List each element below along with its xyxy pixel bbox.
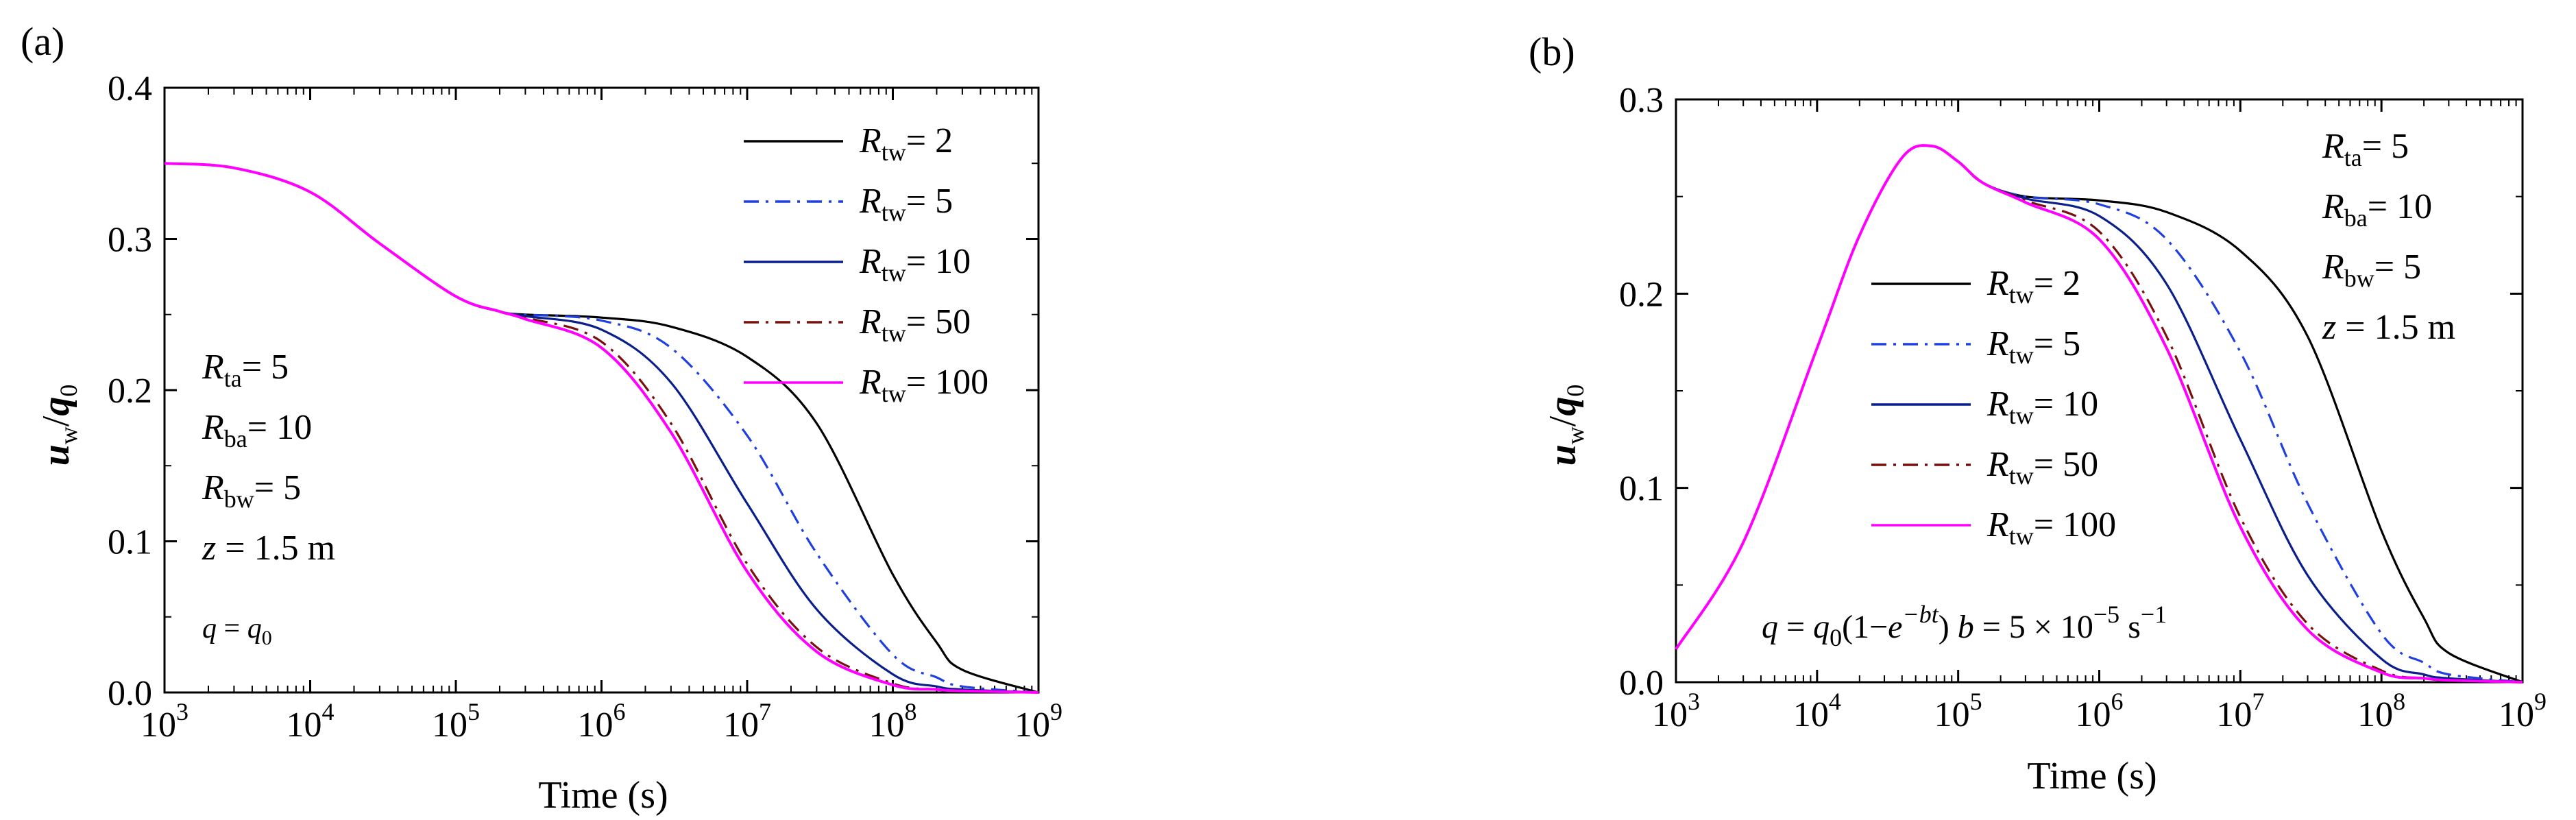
panel-b-xtick-label: 103 [1652,688,1700,734]
panel-b-xtick-label: 105 [1934,688,1982,734]
panel-a-plot: 103 104 105 106 107 108 109 0.0 0.1 0.2 0.3 0.4 [108,69,1062,745]
panel-b-plot: 103 104 105 106 107 108 109 0.0 0.1 0.2 0.3 [1619,81,2547,734]
panel-a-ytick-label: 0.2 [108,372,152,411]
panel-b-xtick-label: 107 [2216,688,2264,734]
panel-a-legend-label-4: Rtw= 50 [859,302,971,347]
panel-a-series-line-2 [164,162,1039,694]
panel-b-ytick-label: 0.2 [1619,275,1664,314]
panel-a-param-rta: Rta= 5 [202,348,289,392]
panel-b-xtick-label: 109 [2499,688,2547,734]
panel-b-ylabel-w: w [1562,426,1589,444]
panel-a-xtick-label: 103 [141,698,189,745]
panel-a-ylabel-q-sub: 0 [55,385,82,397]
panel-b-ylabel-q: q [1542,397,1584,416]
panel-b-legend-label-1: Rtw= 2 [1986,264,2080,309]
panel-b-legend-label-5: Rtw= 100 [1986,505,2116,550]
panel-b-param-rba: Rba= 10 [2322,187,2432,232]
panel-b-xtick-label: 108 [2357,688,2405,734]
panel-a-ytick-label: 0.1 [108,523,152,562]
panel-a-ylabel-q: q [35,397,77,416]
panel-a-param-rba: Rba= 10 [202,408,312,453]
panel-a-series-line-5 [164,162,1039,694]
panel-b-legend-label-3: Rtw= 10 [1986,385,2098,429]
panel-a-xtick-label: 108 [869,698,917,745]
panel-b-legend: Rtw= 2 Rtw= 5 Rtw= 10 Rtw= 50 Rtw= 100 [1871,264,2116,550]
panel-a-ylabel: uw/q0 [35,385,82,466]
panel-b-xlabel: Time (s) [2027,755,2156,797]
panel-a-label: (a) [21,19,64,64]
panel-a-ytick-label: 0.3 [108,221,152,260]
panel-b-series-line-4 [1675,144,2523,684]
panel-a-legend-label-2: Rtw= 5 [859,182,953,226]
panel-b-param-rbw: Rbw= 5 [2322,248,2421,292]
panel-a-ylabel-slash: / [35,415,77,426]
panel-a-legend-label-5: Rtw= 100 [859,363,988,407]
panel-b-ytick-label: 0.3 [1619,81,1664,120]
panel-a-xtick-label: 109 [1014,698,1062,745]
panel-a-annotation: q = q0 [202,613,272,649]
panel-b-ylabel-slash: / [1542,415,1584,426]
panel-a-ylabel-u: u [35,444,77,466]
panel-b-ytick-label: 0.0 [1619,664,1664,703]
panel-a-ytick-label: 0.4 [108,69,152,108]
panel-b-params: Rta= 5 Rba= 10 Rbw= 5 z = 1.5 m q = q0(1… [1762,127,2455,651]
panel-a-params: Rta= 5 Rba= 10 Rbw= 5 z = 1.5 m q = q0 [202,348,335,649]
panel-a-xtick-label: 104 [287,698,335,745]
panel-a-legend-label-1: Rtw= 2 [859,121,953,166]
panel-b-ylabel: uw/q0 [1542,385,1589,466]
panel-a-param-rbw: Rbw= 5 [202,468,301,513]
panel-a-param-z: z = 1.5 m [202,529,335,568]
panel-a-ytick-label: 0.0 [108,674,152,713]
panel-a-ylabel-w: w [55,426,82,444]
panel-b: (b) uw/q0 Time (s) 103 104 105 106 107 108 109… [1529,29,2547,797]
panel-a-xtick-label: 106 [578,698,626,745]
panel-b-legend-label-2: Rtw= 5 [1986,324,2080,369]
panel-a-xlabel: Time (s) [538,774,668,817]
panel-b-ylabel-q-sub: 0 [1562,385,1589,397]
panel-a-legend: Rtw= 2 Rtw= 5 Rtw= 10 Rtw= 50 Rtw= 100 [744,121,988,407]
panel-a: (a) uw/q0 Time (s) 103 104 105 106 107 108 109… [21,19,1062,817]
panel-b-series-line-2 [1675,144,2523,684]
panel-b-param-z: z = 1.5 m [2322,308,2455,347]
panel-b-label: (b) [1529,29,1575,74]
panel-b-xtick-label: 106 [2076,688,2124,734]
panel-b-ytick-label: 0.1 [1619,470,1664,509]
panel-a-legend-label-3: Rtw= 10 [859,242,971,287]
panel-b-annotation: q = q0(1−e−bt) b = 5 × 10−5 s−1 [1762,601,2167,651]
panel-b-series-line-5 [1675,144,2523,684]
panel-b-legend-label-4: Rtw= 50 [1986,445,2098,490]
panel-a-xtick-label: 107 [723,698,771,745]
panel-b-xtick-label: 104 [1793,688,1841,734]
panel-a-xtick-label: 105 [432,698,480,745]
panel-b-ylabel-u: u [1542,444,1584,466]
panel-b-param-rta: Rta= 5 [2322,127,2409,171]
